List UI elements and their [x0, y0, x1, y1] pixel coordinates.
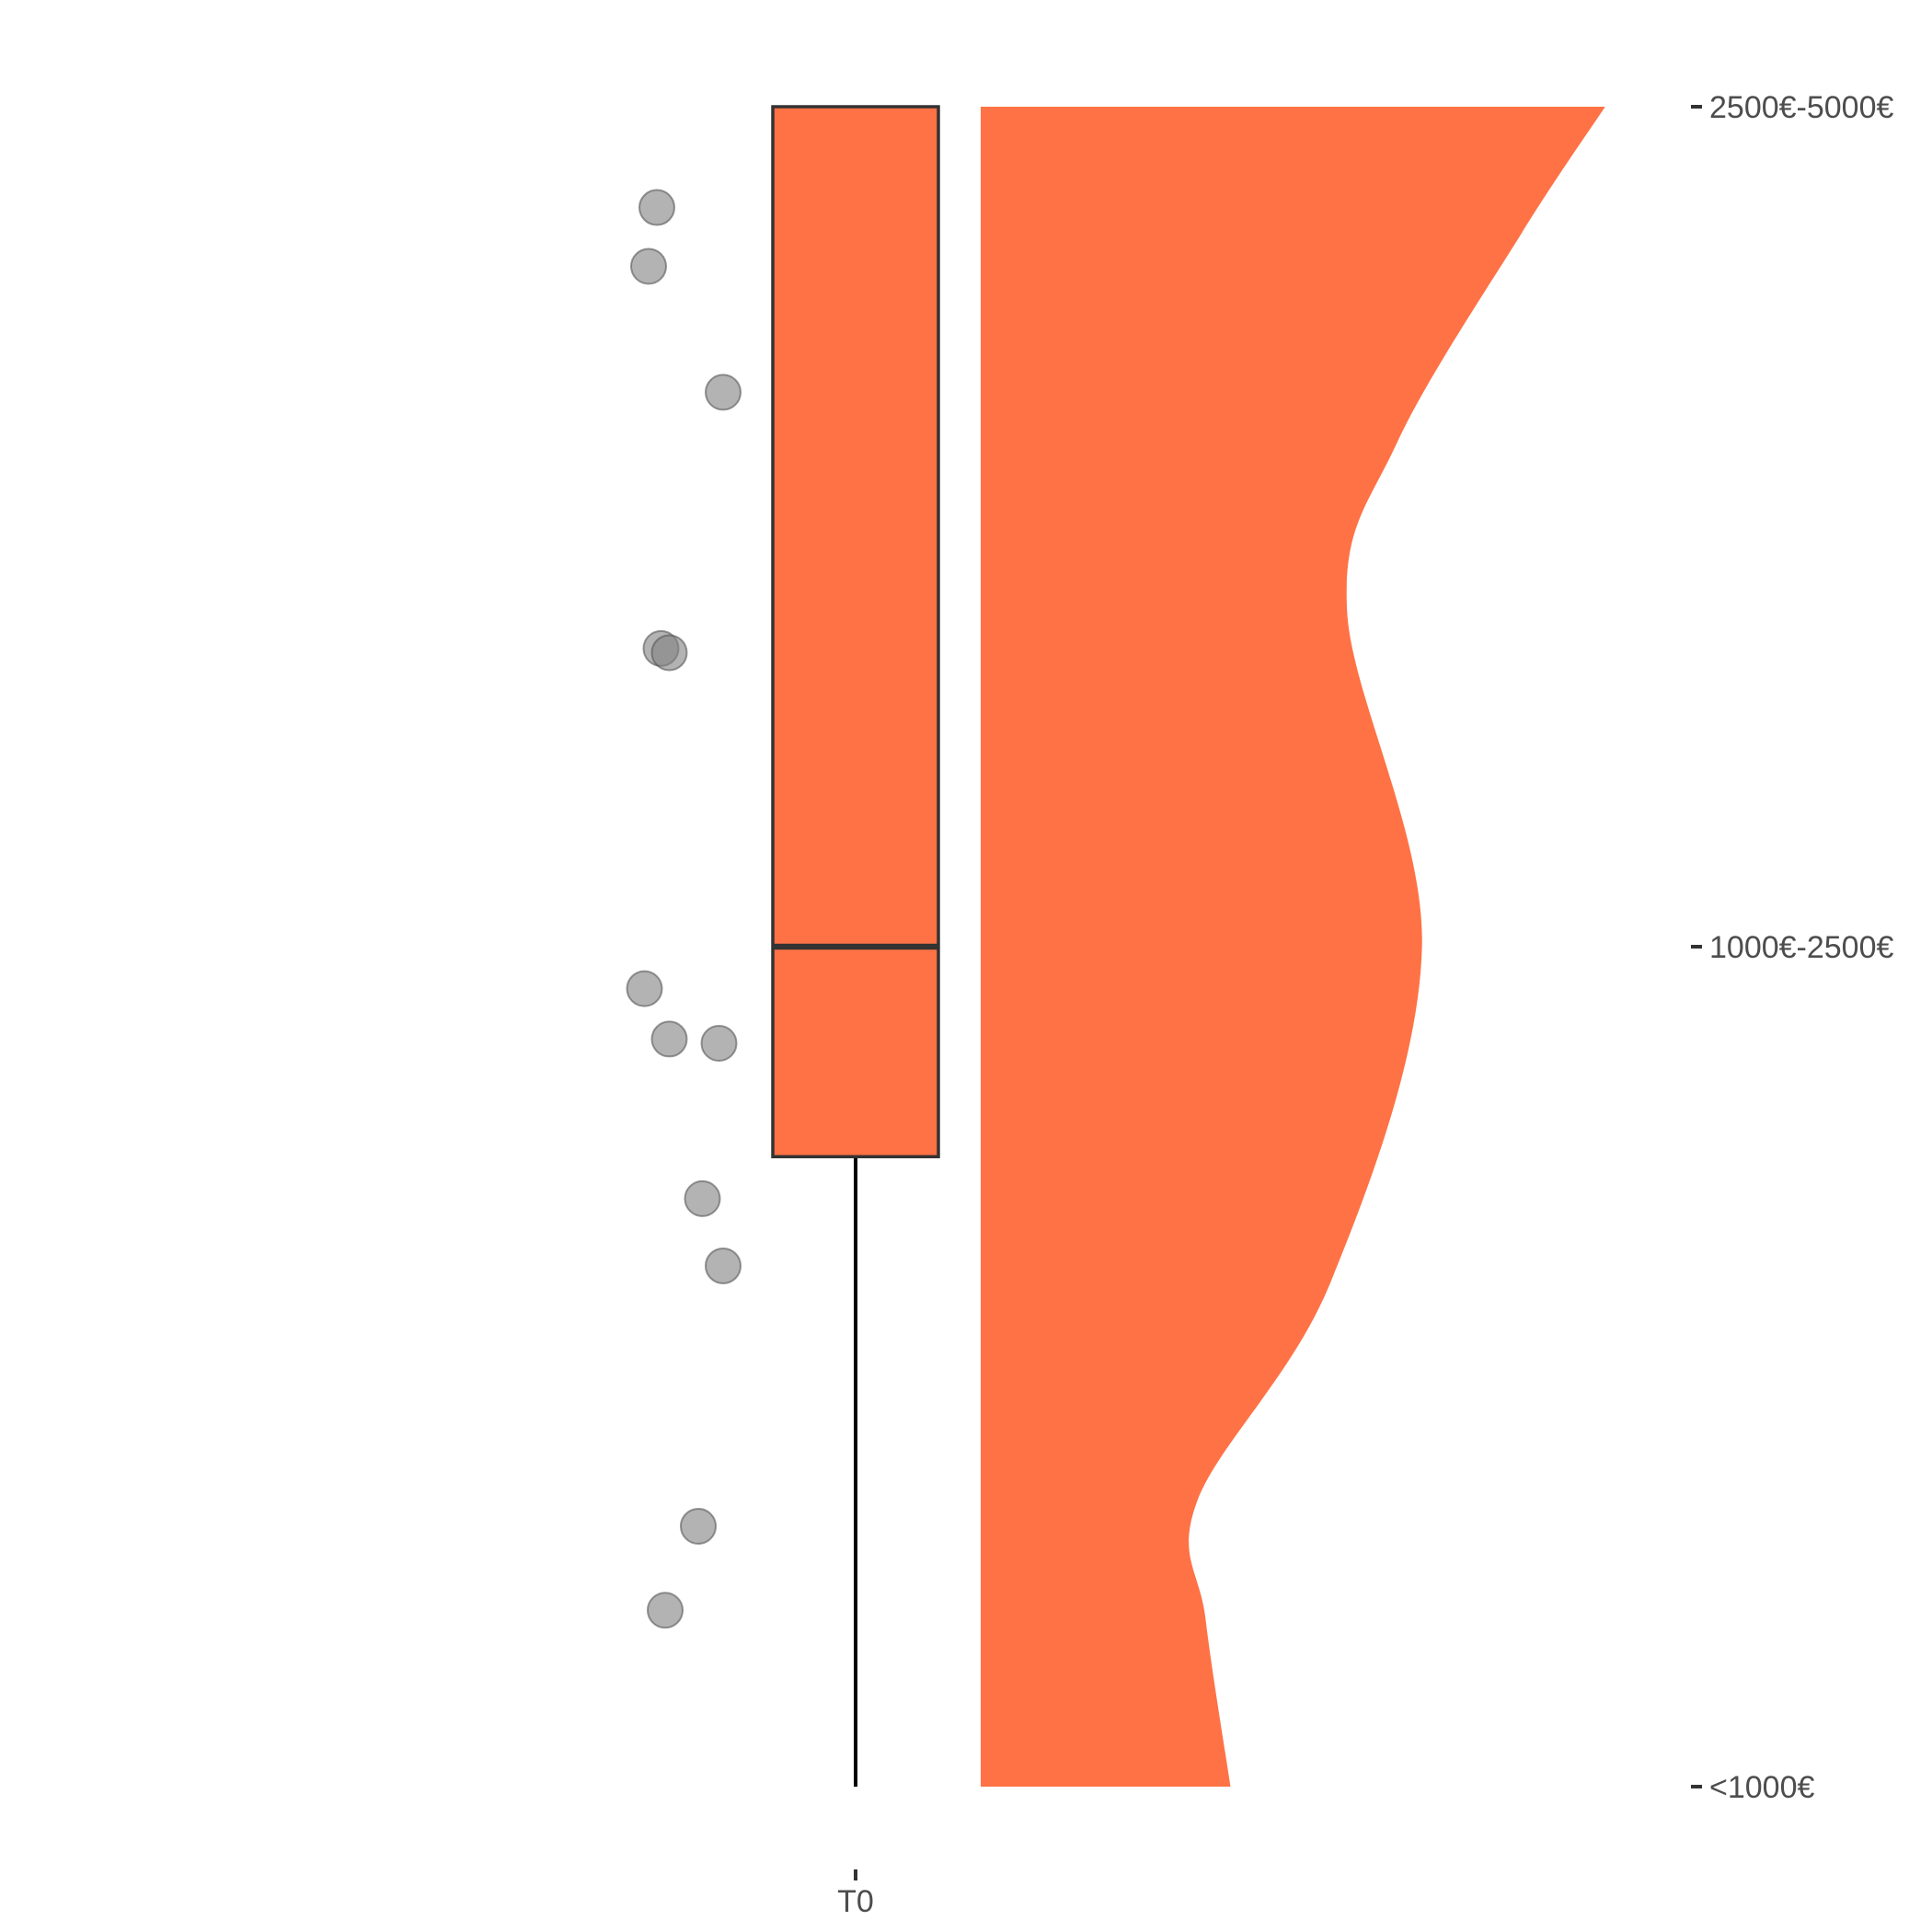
data-point	[647, 1592, 684, 1629]
y-axis: <1000€ 1000€-2500€ 2500€-5000€	[1691, 90, 1894, 1805]
data-point	[684, 1179, 721, 1217]
data-point	[650, 634, 688, 672]
data-point	[650, 1020, 688, 1058]
x-axis: T0	[837, 1869, 874, 1919]
data-point	[700, 1024, 738, 1062]
density-layer	[981, 107, 1605, 1787]
data-point	[630, 247, 667, 285]
data-point	[626, 970, 663, 1007]
density-area	[981, 107, 1605, 1787]
boxplot-layer	[771, 105, 940, 1787]
y-tick-label: <1000€	[1709, 1770, 1814, 1805]
data-point	[680, 1507, 717, 1545]
data-point	[705, 1247, 742, 1284]
data-point	[705, 374, 742, 411]
y-tick-label: 2500€-5000€	[1709, 90, 1894, 125]
box-iqr	[771, 105, 940, 1158]
points-layer	[626, 189, 742, 1629]
data-point	[638, 189, 675, 226]
x-tick-label: T0	[837, 1884, 874, 1919]
y-tick-label: 1000€-2500€	[1709, 930, 1894, 965]
